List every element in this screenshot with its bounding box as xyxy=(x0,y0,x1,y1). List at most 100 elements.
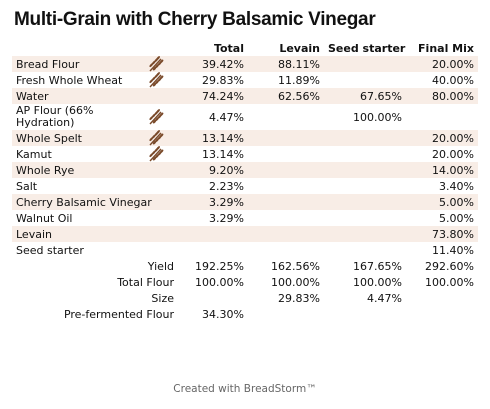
summary-row: Pre-fermented Flour 34.30% xyxy=(12,306,478,322)
column-header-levain: Levain xyxy=(279,42,320,55)
seed-starter-pct xyxy=(324,72,406,88)
ingredient-name: Cherry Balsamic Vinegar xyxy=(12,194,152,210)
final-mix-pct: 5.00% xyxy=(439,211,474,225)
summary-final-mix xyxy=(406,306,478,322)
flour-indicator xyxy=(134,210,178,226)
seed-starter-pct: 67.65% xyxy=(324,88,406,104)
footer-credit: Created with BreadStorm™ xyxy=(173,383,317,395)
total-pct: 29.83% xyxy=(202,73,244,87)
levain-pct xyxy=(248,242,324,258)
total-pct: 9.20% xyxy=(178,162,248,178)
summary-seed-starter xyxy=(324,306,406,322)
ingredient-row: Walnut Oil 3.29% 5.00% xyxy=(12,210,478,226)
summary-total: 192.25% xyxy=(195,259,244,273)
recipe-title: Multi-Grain with Cherry Balsamic Vinegar xyxy=(14,9,376,30)
final-mix-pct: 73.80% xyxy=(406,226,478,242)
levain-pct xyxy=(248,226,324,242)
flour-indicator xyxy=(134,56,178,72)
levain-pct xyxy=(248,162,324,178)
flour-indicator xyxy=(134,72,178,88)
summary-seed-starter: 100.00% xyxy=(353,275,402,289)
total-pct: 13.14% xyxy=(202,147,244,161)
ingredient-row: Water 74.24% 62.56% 67.65% 80.00% xyxy=(12,88,478,104)
wheat-icon xyxy=(148,72,164,88)
summary-seed-starter: 4.47% xyxy=(367,291,402,305)
flour-indicator xyxy=(134,226,178,242)
final-mix-pct: 20.00% xyxy=(432,147,474,161)
levain-pct: 88.11% xyxy=(248,56,324,72)
total-pct: 74.24% xyxy=(178,88,248,104)
formula-table: Total Levain Seed starter Final Mix Brea… xyxy=(12,41,478,322)
ingredient-row: Cherry Balsamic Vinegar 3.29% 5.00% xyxy=(12,194,478,210)
seed-starter-pct xyxy=(324,194,406,210)
summary-levain: 162.56% xyxy=(271,259,320,273)
wheat-icon xyxy=(148,130,164,146)
ingredient-name: Bread Flour xyxy=(12,56,134,72)
levain-pct xyxy=(248,146,324,162)
final-mix-pct: 5.00% xyxy=(406,194,478,210)
levain-pct: 62.56% xyxy=(248,88,324,104)
flour-indicator xyxy=(134,146,178,162)
seed-starter-pct xyxy=(324,56,406,72)
ingredient-name: AP Flour (66% Hydration) xyxy=(16,104,94,129)
seed-starter-pct xyxy=(324,162,406,178)
seed-starter-pct xyxy=(324,210,406,226)
summary-seed-starter: 167.65% xyxy=(353,259,402,273)
ingredient-name: Whole Spelt xyxy=(12,130,134,146)
levain-pct xyxy=(248,104,324,130)
ingredient-row: Levain 73.80% xyxy=(12,226,478,242)
total-pct xyxy=(178,226,248,242)
summary-final-mix xyxy=(406,290,478,306)
total-pct: 3.29% xyxy=(178,194,248,210)
ingredient-row: Kamut 13.14% 20.00% xyxy=(12,146,478,162)
summary-row: Total Flour 100.00% 100.00% 100.00% 100.00% xyxy=(12,274,478,290)
summary-final-mix: 292.60% xyxy=(425,259,474,273)
seed-starter-pct: 100.00% xyxy=(353,110,402,124)
total-pct: 39.42% xyxy=(178,56,248,72)
ingredient-name: Fresh Whole Wheat xyxy=(16,73,123,87)
total-pct: 13.14% xyxy=(178,130,248,146)
final-mix-pct: 20.00% xyxy=(406,56,478,72)
final-mix-pct: 20.00% xyxy=(406,130,478,146)
ingredient-row: Fresh Whole Wheat 29.83% 11.89% 40.00% xyxy=(12,72,478,88)
final-mix-pct: 3.40% xyxy=(439,179,474,193)
final-mix-pct: 40.00% xyxy=(432,73,474,87)
column-header-seed-starter: Seed starter xyxy=(328,42,406,55)
flour-indicator xyxy=(134,88,178,104)
ingredient-name: Whole Rye xyxy=(12,162,134,178)
wheat-icon xyxy=(148,146,164,162)
ingredient-name: Kamut xyxy=(16,147,52,161)
final-mix-pct: 80.00% xyxy=(406,88,478,104)
flour-indicator xyxy=(134,178,178,194)
wheat-icon xyxy=(148,109,164,125)
final-mix-pct xyxy=(406,104,478,130)
summary-total: 100.00% xyxy=(195,275,244,289)
summary-levain: 29.83% xyxy=(278,291,320,305)
ingredient-name: Walnut Oil xyxy=(16,211,73,225)
summary-total xyxy=(178,290,248,306)
summary-levain: 100.00% xyxy=(271,275,320,289)
levain-pct xyxy=(248,130,324,146)
seed-starter-pct xyxy=(324,146,406,162)
levain-pct xyxy=(248,194,324,210)
ingredient-row: Bread Flour 39.42% 88.11% 20.00% xyxy=(12,56,478,72)
levain-pct: 11.89% xyxy=(278,73,320,87)
ingredient-row: Salt 2.23% 3.40% xyxy=(12,178,478,194)
flour-indicator xyxy=(134,104,178,130)
summary-label: Pre-fermented Flour xyxy=(63,307,174,321)
summary-label: Total Flour xyxy=(117,275,174,289)
summary-label: Yield xyxy=(147,259,174,273)
summary-row: Yield 192.25% 162.56% 167.65% 292.60% xyxy=(12,258,478,274)
total-pct: 4.47% xyxy=(209,110,244,124)
seed-starter-pct xyxy=(324,178,406,194)
levain-pct xyxy=(248,178,324,194)
summary-total: 34.30% xyxy=(202,307,244,321)
summary-label: Size xyxy=(151,291,174,305)
ingredient-row: Whole Rye 9.20% 14.00% xyxy=(12,162,478,178)
total-pct xyxy=(178,242,248,258)
ingredient-name: Seed starter xyxy=(16,243,84,257)
table-header-row: Total Levain Seed starter Final Mix xyxy=(12,41,478,56)
ingredient-name: Water xyxy=(12,88,134,104)
wheat-icon xyxy=(148,56,164,72)
column-header-final-mix: Final Mix xyxy=(418,42,474,55)
